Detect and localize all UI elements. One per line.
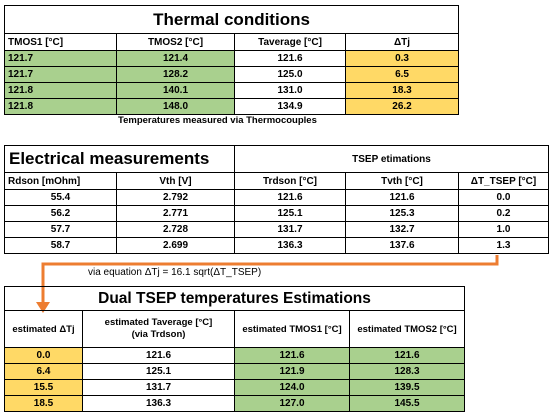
cell-estimated-tmos1: 121.6 — [234, 347, 350, 364]
cell-estimated-tmos1: 127.0 — [234, 395, 350, 412]
cell-estimated-taverage: 136.3 — [82, 395, 235, 412]
cell-tmos2: 121.4 — [116, 50, 235, 67]
equation-label: via equation ΔTj = 16.1 sqrt(ΔT_TSEP) — [88, 267, 262, 278]
cell-tmos2: 140.1 — [116, 82, 235, 99]
table-row: 121.8 140.1 131.0 18.3 — [4, 82, 460, 99]
header-estimated-delta-tj: estimated ΔTj — [4, 310, 83, 348]
cell-estimated-tmos1: 124.0 — [234, 379, 350, 396]
cell-estimated-delta-tj: 0.0 — [4, 347, 83, 364]
table-row: 18.5 136.3 127.0 145.5 — [4, 395, 466, 412]
cell-tmos2: 148.0 — [116, 98, 235, 115]
cell-estimated-taverage: 131.7 — [82, 379, 235, 396]
thermal-conditions-table: Thermal conditions TMOS1 [°C] TMOS2 [°C]… — [3, 5, 460, 115]
cell-estimated-delta-tj: 6.4 — [4, 363, 83, 380]
table-row: 0.0 121.6 121.6 121.6 — [4, 347, 466, 364]
cell-delta-t-tsep: 1.3 — [458, 237, 549, 254]
cell-estimated-tmos1: 121.9 — [234, 363, 350, 380]
cell-tmos1: 121.8 — [4, 98, 117, 115]
tsep-title: TSEP etimations — [234, 145, 549, 173]
table-row: 6.4 125.1 121.9 128.3 — [4, 363, 466, 380]
dual-title: Dual TSEP temperatures Estimations — [3, 286, 466, 311]
header-estimated-tmos1: estimated TMOS1 [°C] — [234, 310, 350, 348]
cell-estimated-tmos2: 145.5 — [348, 395, 466, 412]
cell-estimated-taverage: 125.1 — [82, 363, 235, 380]
thermocouples-note: Temperatures measured via Thermocouples — [118, 115, 317, 126]
cell-delta-tj: 18.3 — [344, 82, 460, 99]
dual-tsep-estimations-table: Dual TSEP temperatures Estimations estim… — [3, 286, 466, 412]
table-row: 121.7 128.2 125.0 6.5 — [4, 66, 460, 83]
cell-tmos1: 121.7 — [4, 66, 117, 83]
cell-tmos1: 121.8 — [4, 82, 117, 99]
table-row: 15.5 131.7 124.0 139.5 — [4, 379, 466, 396]
cell-delta-tj: 26.2 — [344, 98, 460, 115]
electrical-title: Electrical measurements — [4, 145, 235, 173]
cell-delta-tj: 0.3 — [344, 50, 460, 67]
cell-estimated-tmos2: 128.3 — [348, 363, 466, 380]
electrical-measurements-table: Electrical measurements TSEP etimations … — [4, 145, 549, 254]
table-row: 55.4 2.792 121.6 121.6 0.0 — [4, 189, 549, 206]
header-estimated-tmos2: estimated TMOS2 [°C] — [348, 310, 466, 348]
thermal-title: Thermal conditions — [3, 5, 460, 34]
table-row: 57.7 2.728 131.7 132.7 1.0 — [4, 221, 549, 238]
header-estimated-taverage: estimated Taverage [°C] (via Trdson) — [82, 310, 235, 348]
connector-line — [41, 255, 499, 303]
header-estimated-taverage-label: estimated Taverage [°C] — [104, 317, 213, 328]
cell-estimated-delta-tj: 15.5 — [4, 379, 83, 396]
table-row: 58.7 2.699 136.3 137.6 1.3 — [4, 237, 549, 254]
cell-estimated-tmos2: 121.6 — [348, 347, 466, 364]
cell-estimated-tmos2: 139.5 — [348, 379, 466, 396]
table-row: 121.8 148.0 134.9 26.2 — [4, 98, 460, 115]
cell-estimated-delta-tj: 18.5 — [4, 395, 83, 412]
cell-estimated-taverage: 121.6 — [82, 347, 235, 364]
header-estimated-taverage-sublabel: (via Trdson) — [131, 329, 186, 340]
